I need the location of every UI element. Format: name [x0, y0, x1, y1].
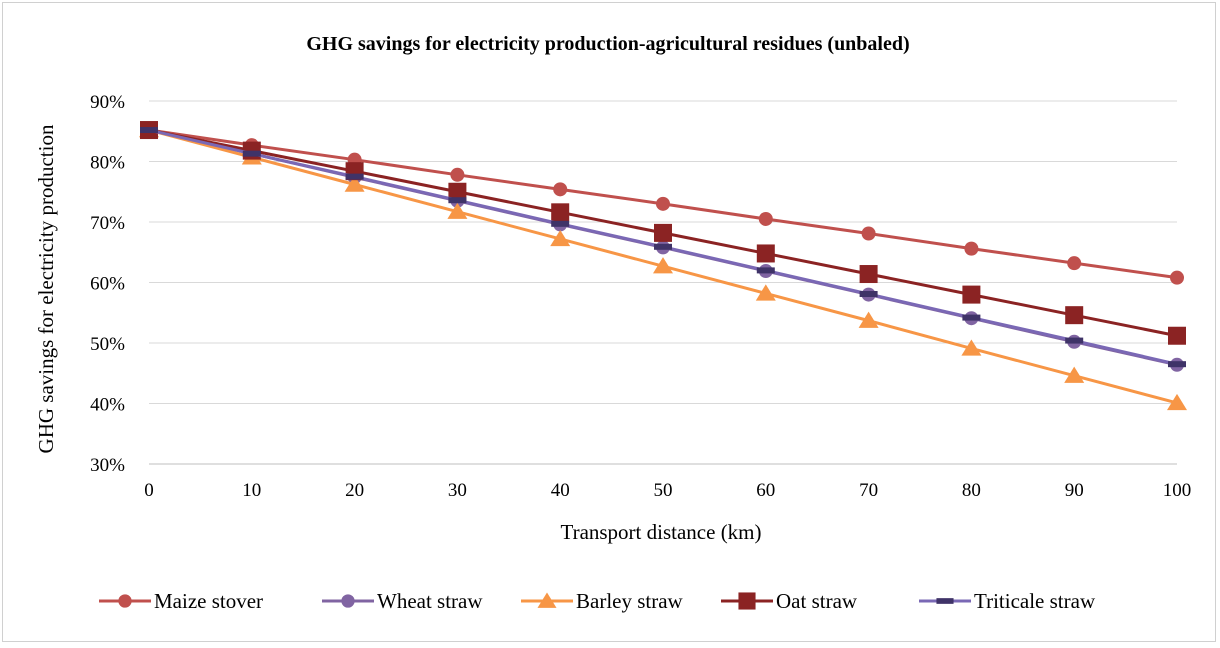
marker-square	[859, 265, 878, 284]
marker-triangle	[858, 311, 879, 328]
marker-square	[738, 592, 756, 610]
marker-square	[962, 285, 981, 304]
legend-label: Maize stover	[154, 589, 263, 613]
marker-triangle	[344, 175, 365, 192]
y-tick-label: 60%	[90, 274, 125, 295]
marker-dash	[756, 267, 775, 274]
y-tick-label: 70%	[90, 213, 125, 234]
marker-dash	[1168, 361, 1186, 368]
marker-circle	[341, 594, 355, 608]
marker-square	[242, 141, 261, 160]
legend-label: Barley straw	[576, 589, 684, 613]
marker-triangle	[447, 202, 468, 219]
legend: Maize stover Wheat straw Barley straw Oat s…	[99, 589, 1096, 613]
x-tick-label: 0	[144, 480, 154, 501]
x-tick-label: 60	[756, 480, 775, 501]
y-tick-label: 30%	[90, 455, 125, 476]
x-tick-label: 90	[1065, 480, 1084, 501]
marker-circle	[118, 594, 132, 608]
marker-triangle	[1167, 393, 1187, 411]
marker-dash	[859, 290, 878, 297]
x-axis-ticks: 0 10 20 30 40 50 60 70 80 90 100	[144, 480, 1191, 501]
x-tick-label: 70	[859, 480, 878, 501]
x-tick-label: 80	[962, 480, 981, 501]
marker-circle	[656, 196, 670, 211]
legend-item: Maize stover	[99, 589, 263, 613]
marker-circle	[861, 226, 876, 241]
marker-dash	[242, 150, 261, 157]
series-group	[139, 121, 1187, 411]
marker-dash	[936, 598, 954, 604]
legend-item: Triticale straw	[919, 589, 1096, 613]
x-axis-label: Transport distance (km)	[560, 520, 761, 544]
marker-dash	[654, 243, 672, 250]
marker-dash	[551, 220, 570, 227]
legend-label: Oat straw	[776, 589, 858, 613]
legend-label: Wheat straw	[377, 589, 483, 613]
x-tick-label: 30	[448, 480, 467, 501]
series-oat-straw	[140, 121, 1186, 345]
x-tick-label: 100	[1163, 480, 1192, 501]
marker-square	[756, 244, 775, 263]
marker-square	[654, 223, 672, 242]
marker-dash	[962, 314, 981, 321]
y-axis-ticks: 30% 40% 50% 60% 70% 80% 90%	[90, 92, 125, 476]
marker-dash	[345, 173, 364, 180]
marker-triangle	[1064, 366, 1085, 383]
x-tick-label: 40	[551, 480, 570, 501]
x-tick-label: 50	[654, 480, 673, 501]
y-tick-label: 40%	[90, 395, 125, 416]
y-axis-label: GHG savings for electricity production	[34, 124, 58, 453]
marker-circle	[964, 241, 979, 256]
marker-circle	[450, 167, 465, 182]
marker-square	[1065, 306, 1084, 325]
marker-square	[1168, 326, 1186, 345]
gridlines	[149, 100, 1177, 404]
y-tick-label: 80%	[90, 153, 125, 174]
legend-item: Wheat straw	[322, 589, 483, 613]
legend-item: Barley straw	[521, 589, 684, 613]
marker-circle	[758, 211, 773, 226]
marker-square	[551, 203, 570, 222]
marker-dash	[448, 197, 467, 204]
chart-title: GHG savings for electricity production-a…	[306, 33, 909, 55]
marker-triangle	[550, 229, 571, 247]
marker-triangle	[961, 339, 982, 356]
marker-dash	[1065, 337, 1084, 344]
marker-square	[448, 182, 467, 201]
x-tick-label: 10	[242, 480, 261, 501]
marker-circle	[1170, 270, 1184, 285]
marker-circle	[553, 182, 568, 197]
marker-triangle	[653, 257, 673, 274]
series-triticale-straw	[140, 127, 1186, 368]
marker-triangle	[755, 284, 776, 301]
y-tick-label: 50%	[90, 334, 125, 355]
marker-circle	[1067, 256, 1082, 271]
marker-triangle	[537, 592, 557, 608]
y-tick-label: 90%	[90, 92, 125, 113]
marker-dash	[140, 127, 158, 134]
chart: GHG savings for electricity production-a…	[34, 33, 1191, 613]
legend-label: Triticale straw	[974, 589, 1096, 613]
legend-item: Oat straw	[721, 589, 858, 613]
x-tick-label: 20	[345, 480, 364, 501]
